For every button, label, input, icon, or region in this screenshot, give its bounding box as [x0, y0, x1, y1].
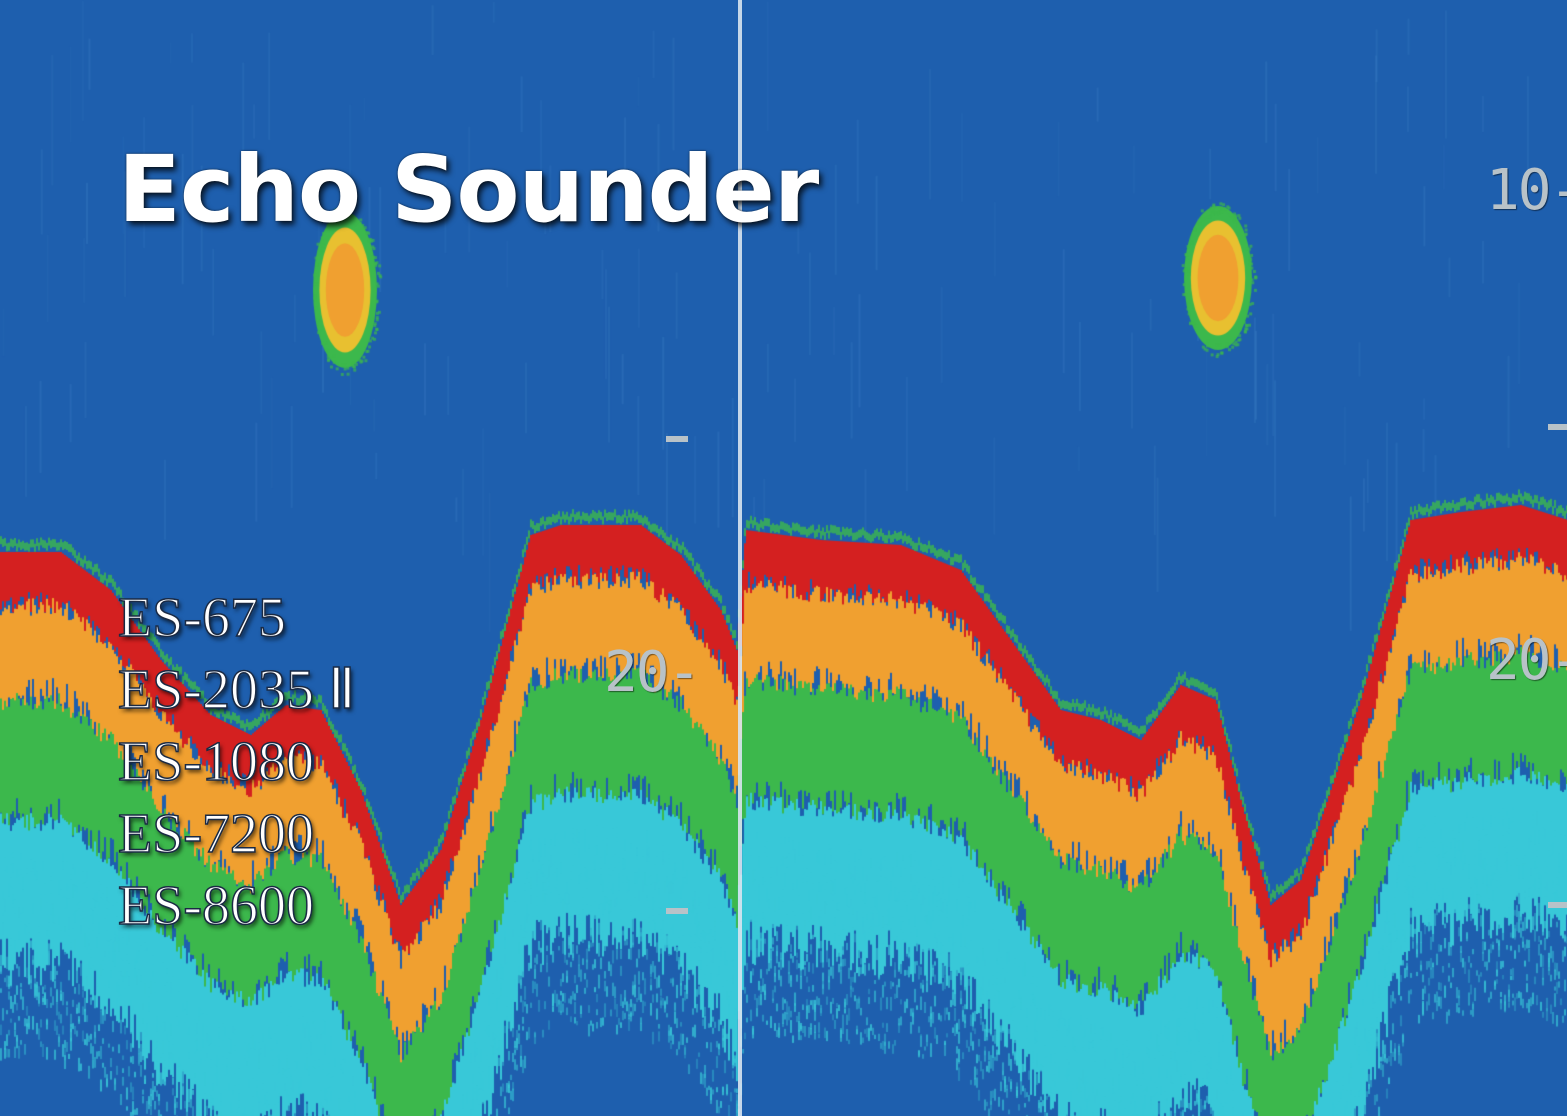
model-item: ES-1080: [117, 730, 314, 794]
model-item: ES-675: [117, 586, 286, 650]
depth-tick: [666, 436, 688, 442]
depth-tick: [1548, 902, 1567, 908]
page-title: Echo Sounder: [118, 136, 819, 243]
model-item: ES-7200: [117, 802, 314, 866]
model-item: ES-2035 Ⅱ: [117, 658, 356, 722]
depth-tick: [666, 908, 688, 914]
model-list: ES-675 ES-2035 Ⅱ ES-1080 ES-7200 ES-8600: [117, 582, 356, 942]
screen-divider-line: [738, 0, 742, 1116]
model-item: ES-8600: [117, 874, 314, 938]
depth-label-right-20: 20-: [1486, 628, 1567, 693]
depth-label-right-10: 10-: [1486, 158, 1567, 223]
depth-label-left-20: 20-: [604, 640, 701, 705]
depth-tick: [1548, 424, 1567, 430]
